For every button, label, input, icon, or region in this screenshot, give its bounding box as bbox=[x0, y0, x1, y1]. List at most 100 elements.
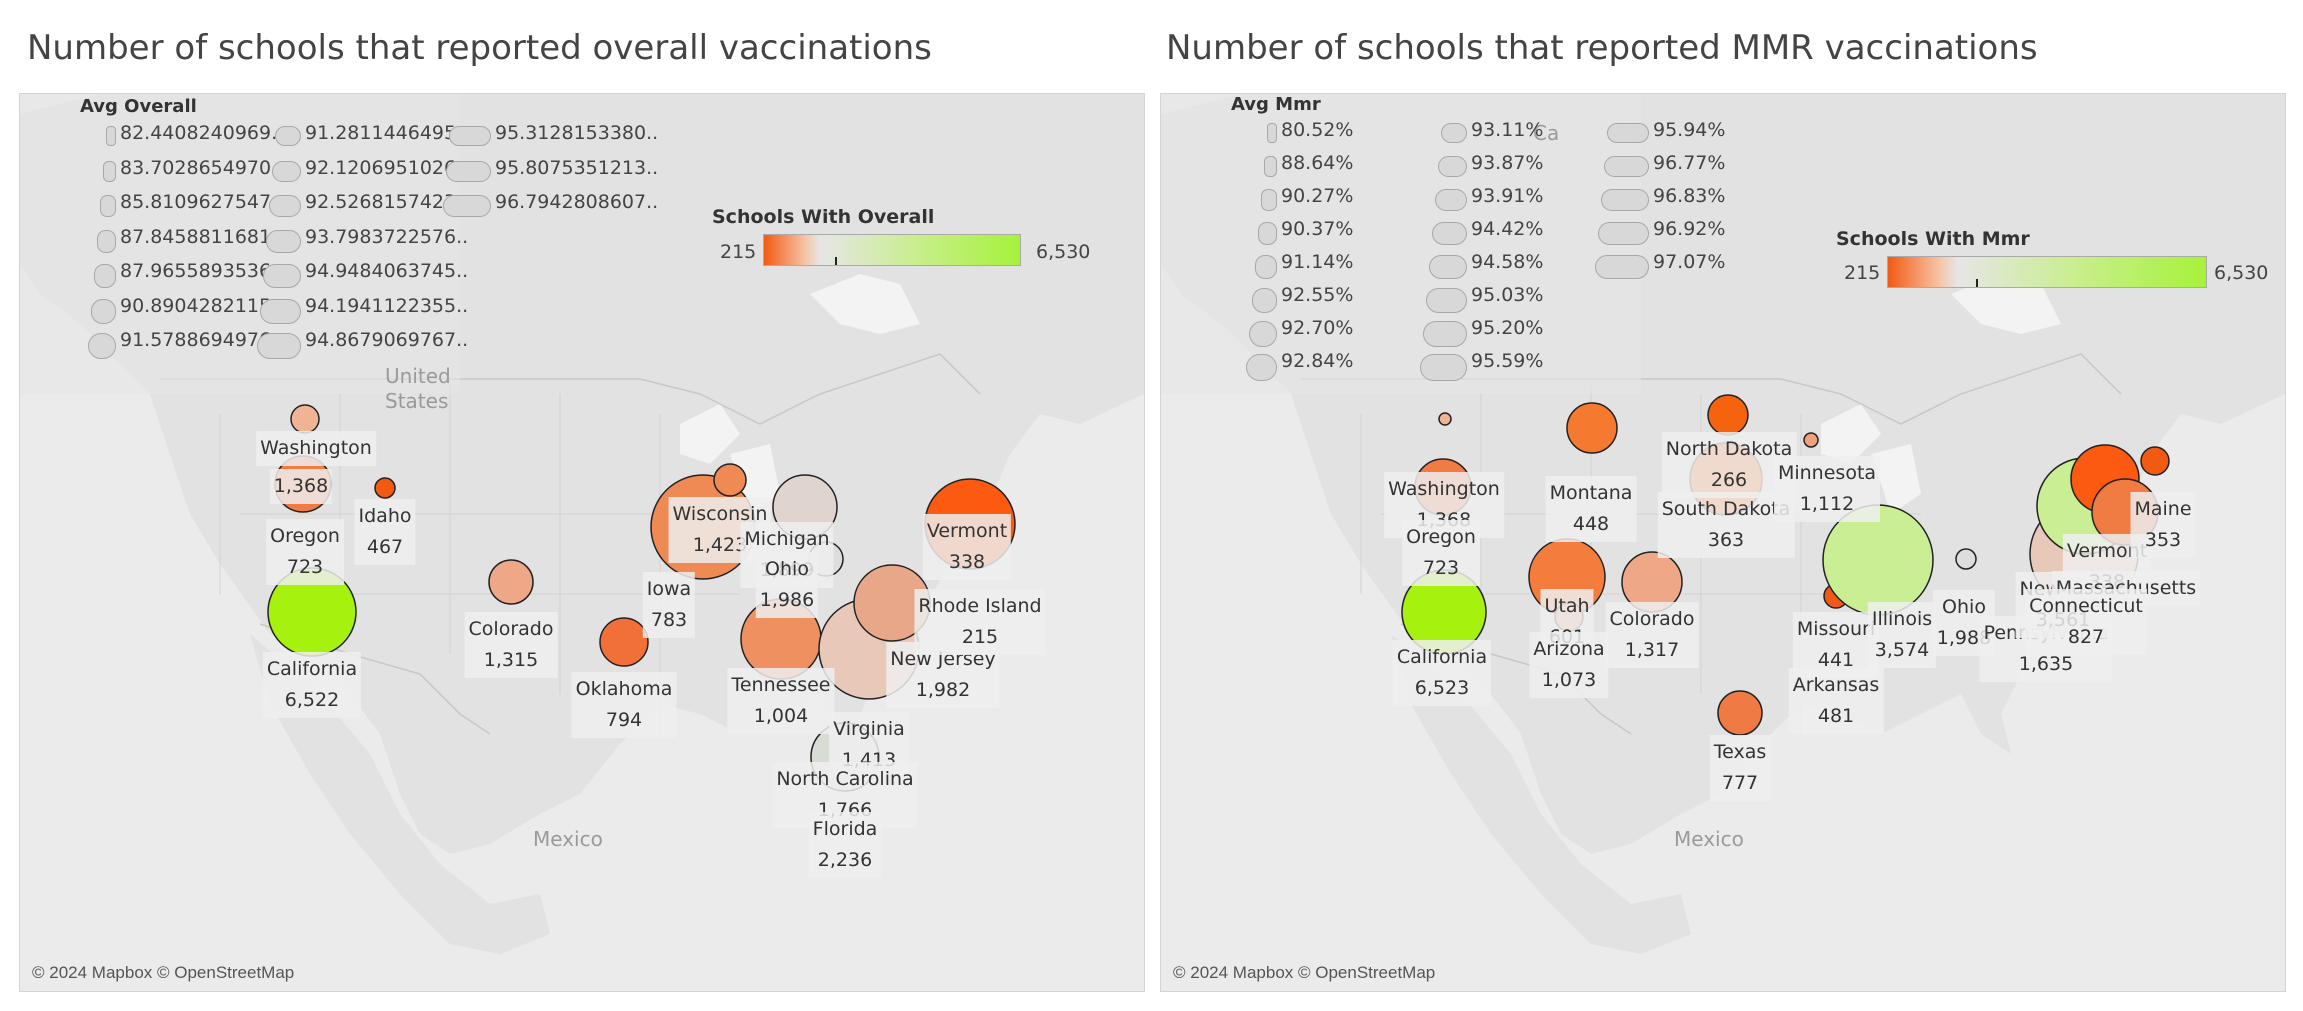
size-legend-swatch bbox=[266, 229, 301, 253]
state-bubble[interactable] bbox=[1803, 432, 1819, 448]
state-bubble[interactable] bbox=[1566, 402, 1618, 454]
size-legend-label: 83.7028654970.. bbox=[120, 156, 284, 179]
size-legend-label: 94.58% bbox=[1471, 251, 1544, 273]
state-count: 1,988 bbox=[1936, 627, 1992, 649]
country-label-united: United bbox=[385, 364, 451, 388]
state-bubble[interactable] bbox=[1955, 548, 1977, 570]
size-legend-swatch bbox=[1595, 255, 1649, 279]
state-name: Colorado bbox=[1609, 608, 1695, 630]
state-name: South Dakota bbox=[1661, 498, 1791, 520]
state-name: Idaho bbox=[358, 505, 412, 527]
state-bubble[interactable] bbox=[1717, 690, 1763, 736]
state-count: 2,236 bbox=[817, 849, 873, 871]
state-count: 794 bbox=[605, 709, 643, 731]
size-legend-label: 88.64% bbox=[1281, 152, 1354, 174]
state-label: Tennessee 1,004 bbox=[727, 668, 835, 734]
state-count: 1,423 bbox=[692, 534, 748, 556]
size-legend-label: 94.9484063745.. bbox=[305, 260, 469, 282]
size-legend-swatch bbox=[1435, 189, 1467, 211]
size-legend-swatch bbox=[1423, 321, 1467, 347]
state-bubble[interactable] bbox=[488, 559, 534, 605]
size-legend-swatch bbox=[263, 264, 301, 288]
state-name: Oklahoma bbox=[575, 678, 673, 700]
state-count: 441 bbox=[1817, 649, 1855, 671]
size-legend-label: 93.87% bbox=[1471, 152, 1544, 174]
state-count: 1,112 bbox=[1799, 493, 1855, 515]
state-name: Minnesota bbox=[1777, 462, 1877, 484]
size-legend-swatch bbox=[1598, 222, 1649, 245]
size-legend-label: 92.1206951026.. bbox=[305, 156, 469, 179]
size-legend-swatch bbox=[106, 126, 116, 146]
size-legend-swatch bbox=[269, 195, 301, 217]
state-count: 1,982 bbox=[915, 679, 971, 701]
state-name: California bbox=[1396, 646, 1488, 668]
map-credit[interactable]: © 2024 Mapbox © OpenStreetMap bbox=[1173, 963, 1436, 982]
state-label: Iowa 783 bbox=[642, 572, 696, 638]
size-legend-swatch bbox=[257, 333, 301, 359]
state-label: Oklahoma 794 bbox=[571, 672, 677, 738]
size-legend-label: 94.42% bbox=[1471, 218, 1544, 240]
size-legend-label: 87.8458811681.. bbox=[120, 225, 284, 248]
state-count: 3,574 bbox=[1874, 639, 1930, 661]
state-bubble[interactable] bbox=[1707, 394, 1749, 436]
right-map-panel[interactable]: Mexico Ca Avg Mmr 80.52% 93.11% 95.94% 88.6… bbox=[1160, 93, 2286, 992]
state-bubble[interactable] bbox=[713, 463, 747, 497]
size-legend-label: 95.8075351213.. bbox=[495, 156, 659, 179]
size-legend-swatch bbox=[94, 264, 116, 288]
state-label: California 6,522 bbox=[262, 652, 362, 718]
color-legend-bar bbox=[763, 234, 1021, 266]
state-count: 783 bbox=[650, 609, 688, 631]
state-name: Vermont bbox=[2066, 540, 2148, 562]
size-legend-swatch bbox=[91, 298, 116, 324]
size-legend-swatch bbox=[1601, 189, 1649, 211]
size-legend-swatch bbox=[103, 160, 116, 182]
state-name: Washington bbox=[260, 437, 372, 459]
left-map-panel[interactable]: United States Mexico Avg Overall 82.4408… bbox=[19, 93, 1145, 992]
state-label: Colorado 1,317 bbox=[1605, 602, 1699, 668]
state-count: 1,986 bbox=[759, 589, 815, 611]
state-name: Illinois bbox=[1871, 608, 1933, 630]
state-name: Oregon bbox=[1406, 526, 1476, 548]
state-name: Ohio bbox=[765, 558, 809, 580]
size-legend-swatch bbox=[1429, 255, 1467, 279]
size-legend-swatch bbox=[446, 160, 491, 182]
state-bubble[interactable] bbox=[290, 404, 320, 434]
state-count: 6,522 bbox=[284, 689, 340, 711]
size-legend-title: Avg Overall bbox=[80, 96, 197, 117]
size-legend-title: Avg Mmr bbox=[1231, 94, 1321, 115]
state-count: 215 bbox=[961, 626, 999, 648]
size-legend-label: 80.52% bbox=[1281, 119, 1354, 141]
state-name: Texas bbox=[1713, 741, 1767, 763]
size-legend-label: 93.11% bbox=[1471, 119, 1544, 141]
state-name: Utah bbox=[1544, 595, 1590, 617]
size-legend-swatch bbox=[443, 195, 491, 217]
size-legend-label: 93.7983722576.. bbox=[305, 225, 469, 248]
state-count: 723 bbox=[286, 556, 324, 578]
color-legend-bar bbox=[1887, 256, 2207, 288]
state-name: Ohio bbox=[1942, 596, 1986, 618]
size-legend-swatch bbox=[1420, 354, 1467, 381]
state-bubble[interactable] bbox=[1438, 412, 1452, 426]
size-legend-swatch bbox=[1246, 354, 1277, 381]
color-legend-min: 215 bbox=[720, 241, 757, 263]
state-name: North Dakota bbox=[1665, 438, 1793, 460]
size-legend-label: 93.91% bbox=[1471, 185, 1544, 207]
state-name: Arkansas bbox=[1792, 674, 1880, 696]
state-name: Iowa bbox=[646, 578, 692, 600]
state-count: 353 bbox=[2144, 529, 2182, 551]
state-count: 448 bbox=[1572, 513, 1610, 535]
color-legend-title: Schools With Mmr bbox=[1836, 228, 2030, 250]
state-label: Colorado 1,315 bbox=[464, 612, 558, 678]
size-legend-swatch bbox=[272, 160, 301, 182]
state-name: Montana bbox=[1549, 482, 1633, 504]
state-name: Washington bbox=[1388, 478, 1500, 500]
color-legend-tick bbox=[835, 257, 837, 265]
size-legend-swatch bbox=[260, 298, 301, 324]
state-bubble[interactable] bbox=[2140, 446, 2170, 476]
size-legend-swatch bbox=[449, 126, 491, 146]
map-credit[interactable]: © 2024 Mapbox © OpenStreetMap bbox=[32, 963, 295, 982]
state-bubble[interactable] bbox=[599, 617, 649, 667]
size-legend-swatch bbox=[1607, 123, 1649, 143]
state-bubble[interactable] bbox=[374, 477, 396, 499]
state-name: Arizona bbox=[1533, 638, 1605, 660]
